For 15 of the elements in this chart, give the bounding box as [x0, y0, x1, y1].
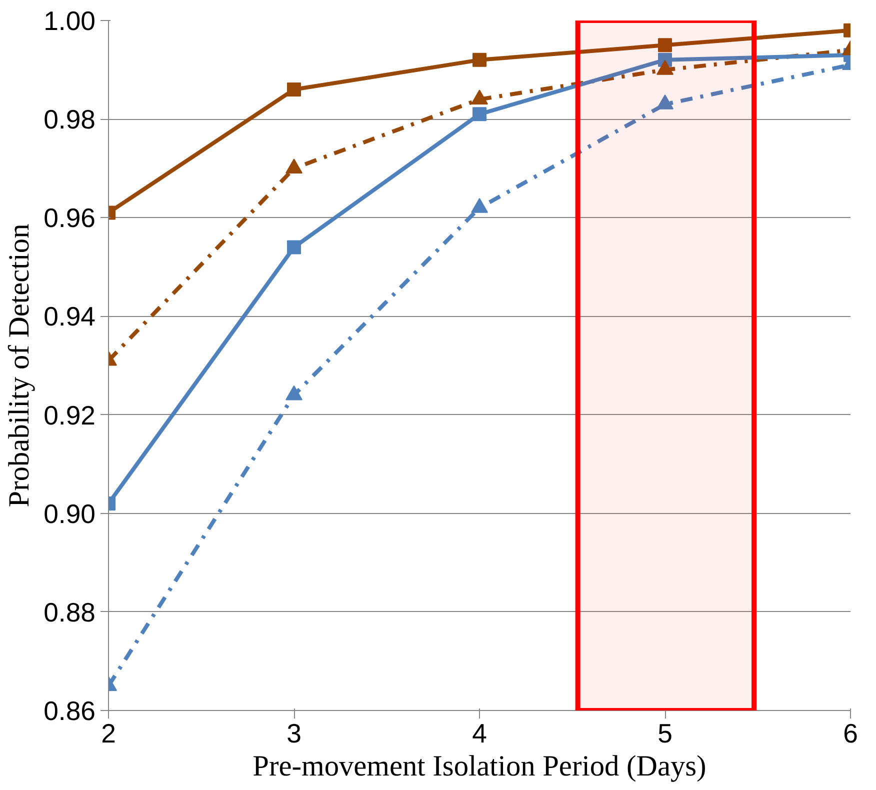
x-axis-title: Pre-movement Isolation Period (Days)	[252, 750, 706, 782]
y-tick-label: 1.00	[44, 6, 96, 36]
x-tick-label: 5	[658, 718, 672, 748]
x-tick-label: 2	[101, 718, 116, 748]
x-tick-label: 4	[472, 718, 488, 748]
y-tick-label: 0.88	[44, 597, 96, 628]
y-tick-label: 0.96	[44, 203, 96, 234]
y-tick-label: 0.90	[44, 498, 96, 529]
y-tick-label: 0.86	[44, 696, 96, 726]
x-tick-label: 3	[286, 718, 302, 748]
y-axis-title: Probability of Detection	[4, 223, 36, 508]
y-tick-label: 0.92	[44, 400, 96, 430]
y-tick-label: 0.98	[44, 104, 96, 135]
y-tick-label: 0.94	[44, 302, 96, 332]
x-tick-label: 6	[843, 718, 858, 748]
